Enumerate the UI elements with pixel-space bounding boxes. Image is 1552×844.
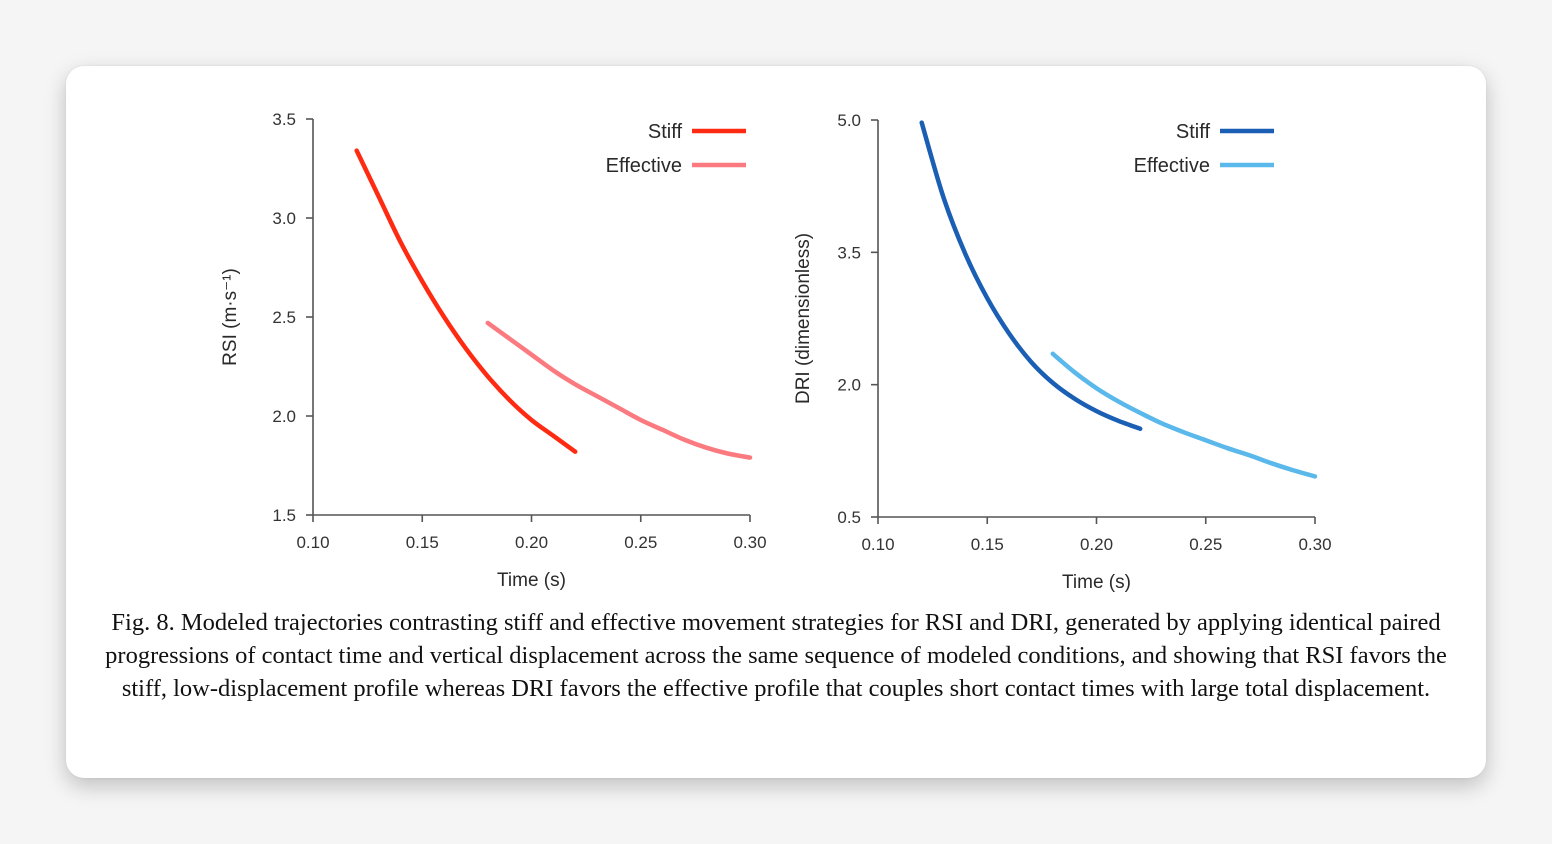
legend-label-stiff: Stiff [1176, 121, 1211, 143]
x-tick-label: 0.30 [733, 533, 766, 552]
y-tick-label: 2.0 [272, 407, 296, 426]
x-tick-label: 0.20 [515, 533, 548, 552]
x-tick-label: 0.30 [1298, 535, 1331, 554]
figure-card: 1.5 2.0 2.5 3.0 3.5 0.10 0.15 0.20 0.25 0.30 Time … [66, 66, 1486, 778]
legend-label-stiff: Stiff [648, 121, 683, 143]
y-tick-label: 0.5 [837, 508, 861, 527]
y-tick-label: 3.5 [837, 243, 861, 262]
figure-caption: Fig. 8. Modeled trajectories contrasting… [105, 609, 1447, 702]
figure-svg: 1.5 2.0 2.5 3.0 3.5 0.10 0.15 0.20 0.25 0.30 Time … [220, 110, 1332, 593]
y-tick-label: 3.0 [272, 209, 296, 228]
x-tick-label: 0.20 [1080, 535, 1113, 554]
x-tick-label: 0.25 [1189, 535, 1222, 554]
x-axis-title: Time (s) [497, 570, 566, 591]
dri-chart: 0.5 2.0 3.5 5.0 0.10 0.15 0.20 0.25 0.30 Time (s)… [793, 111, 1332, 593]
y-tick-label: 2.0 [837, 376, 861, 395]
legend-label-effective: Effective [606, 155, 682, 177]
y-tick-label: 3.5 [272, 110, 296, 129]
rsi-effective-curve [485, 320, 753, 460]
x-tick-label: 0.10 [861, 535, 894, 554]
dri-stiff-curve [919, 120, 1143, 432]
x-axis-title: Time (s) [1062, 572, 1131, 593]
y-axis-title: DRI (dimensionless) [793, 233, 814, 404]
rsi-stiff-curve [354, 148, 578, 454]
rsi-chart: 1.5 2.0 2.5 3.0 3.5 0.10 0.15 0.20 0.25 0.30 Time … [220, 110, 767, 591]
legend-label-effective: Effective [1134, 155, 1210, 177]
y-tick-label: 5.0 [837, 111, 861, 130]
x-tick-label: 0.10 [296, 533, 329, 552]
y-axis-title: RSI (m·s⁻¹) [220, 268, 241, 366]
dri-effective-curve [1050, 351, 1318, 479]
x-tick-label: 0.15 [406, 533, 439, 552]
y-tick-label: 1.5 [272, 506, 296, 525]
x-tick-label: 0.25 [624, 533, 657, 552]
x-tick-label: 0.15 [971, 535, 1004, 554]
y-tick-label: 2.5 [272, 308, 296, 327]
